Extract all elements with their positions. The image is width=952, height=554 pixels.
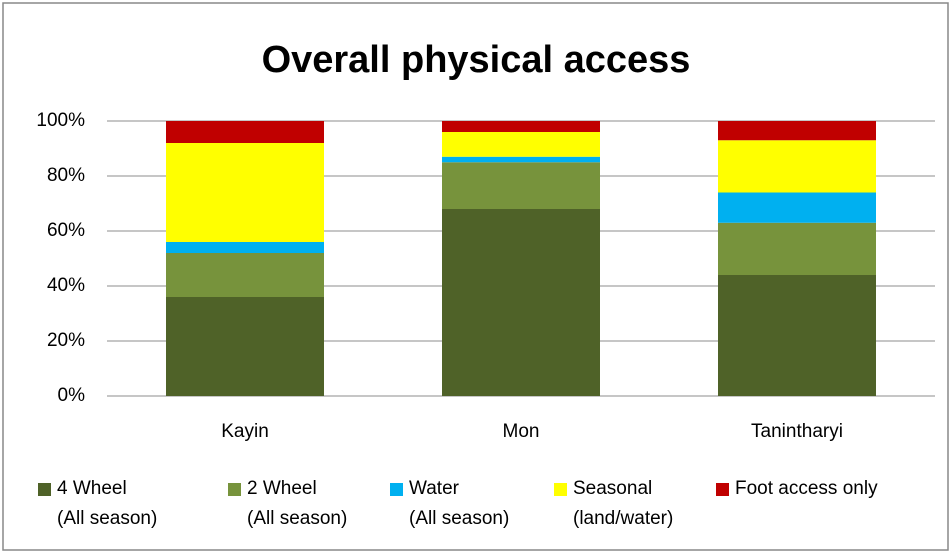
legend-swatch <box>228 483 241 496</box>
legend-swatch <box>554 483 567 496</box>
legend-item: Seasonal (land/water) <box>554 474 673 534</box>
bar-segment <box>718 140 876 193</box>
legend-label: 2 Wheel (All season) <box>247 478 348 529</box>
x-tick-label: Mon <box>503 421 540 442</box>
y-tick-label: 0% <box>58 385 86 406</box>
x-tick-label: Kayin <box>221 421 269 442</box>
bar-segment <box>718 222 876 275</box>
legend-item: Foot access only <box>716 474 878 504</box>
bar-segment <box>442 132 600 157</box>
chart-title: Overall physical access <box>262 39 691 81</box>
legend-swatch <box>716 483 729 496</box>
legend-item: Water (All season) <box>390 474 509 534</box>
legend-label: Seasonal (land/water) <box>573 478 674 529</box>
bar-segment <box>166 297 324 396</box>
bar-segment <box>166 253 324 297</box>
legend-item: 2 Wheel (All season) <box>228 474 347 534</box>
bar-segment <box>718 275 876 396</box>
legend-label: Foot access only <box>735 478 878 499</box>
bar-segment <box>442 156 600 163</box>
bar-segment <box>442 209 600 396</box>
y-tick-label: 80% <box>47 165 85 186</box>
y-tick-label: 40% <box>47 275 85 296</box>
bar-segment <box>166 121 324 143</box>
y-tick-label: 60% <box>47 220 85 241</box>
bar-segment <box>166 143 324 242</box>
bar-segment <box>442 162 600 209</box>
y-tick-label: 100% <box>36 110 85 131</box>
legend-swatch <box>390 483 403 496</box>
legend-item: 4 Wheel (All season) <box>38 474 157 534</box>
bar-segment <box>166 242 324 253</box>
legend-swatch <box>38 483 51 496</box>
legend-label: Water (All season) <box>409 478 510 529</box>
bar-segment <box>442 121 600 132</box>
x-tick-label: Tanintharyi <box>751 421 843 442</box>
legend-label: 4 Wheel (All season) <box>57 478 158 529</box>
y-tick-label: 20% <box>47 330 85 351</box>
bar-segment <box>718 121 876 141</box>
bar-segment <box>718 192 876 223</box>
